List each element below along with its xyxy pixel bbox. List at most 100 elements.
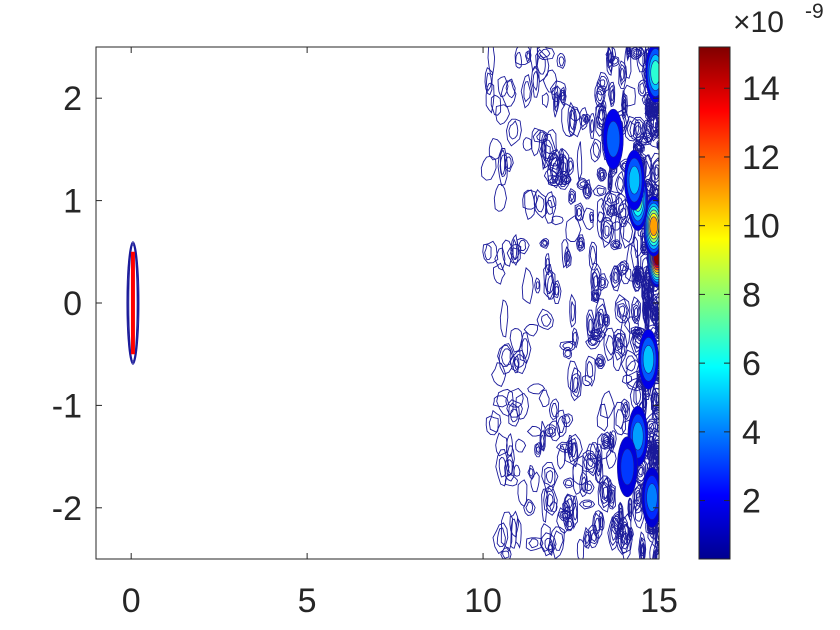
contour-line	[589, 112, 595, 140]
contour-line	[487, 47, 496, 76]
contour-line	[545, 258, 550, 272]
colorbar-tick-label: 2	[742, 483, 761, 521]
contour-line	[564, 515, 575, 532]
contour-line	[570, 301, 575, 322]
contour-line	[594, 459, 604, 485]
contour-line	[480, 155, 497, 181]
colorbar-gradient	[698, 46, 731, 560]
contour-line	[606, 47, 613, 74]
contour-line	[598, 75, 608, 91]
contour-line	[633, 49, 639, 55]
contour-line	[505, 78, 516, 99]
contour-line	[603, 486, 609, 500]
contour-line	[597, 475, 612, 513]
contour-line	[550, 156, 559, 184]
contour-line	[544, 467, 556, 488]
contour-line	[636, 491, 640, 502]
contour-line	[572, 502, 578, 521]
contour-line	[632, 479, 644, 514]
contour-line	[517, 479, 528, 507]
contour-line	[500, 80, 517, 108]
contour-line	[653, 445, 659, 465]
contour-line	[652, 406, 659, 420]
contour-line	[590, 329, 601, 340]
contour-line	[627, 47, 630, 53]
contour-line	[652, 300, 658, 321]
contour-line	[633, 141, 644, 151]
contour-line	[536, 54, 546, 75]
colorbar-tick-label: 6	[742, 345, 761, 383]
contour-line	[567, 101, 578, 137]
contour-line	[571, 495, 579, 530]
contour-line	[572, 462, 583, 495]
contour-line	[577, 207, 582, 218]
contour-line	[612, 56, 619, 65]
source-contour	[126, 241, 140, 365]
contour-line	[484, 67, 494, 96]
contour-line	[561, 413, 574, 428]
contour-line	[617, 198, 632, 228]
contour-line	[510, 518, 517, 549]
contour-line	[500, 546, 512, 559]
contour-line	[652, 183, 659, 199]
contour-line	[657, 527, 659, 541]
contour-line	[544, 537, 554, 551]
contour-line	[586, 453, 596, 471]
contour-line	[573, 376, 579, 393]
contour-line	[497, 75, 509, 98]
x-tick-label: 10	[464, 582, 502, 620]
contour-line	[554, 94, 558, 110]
contour-line	[640, 132, 654, 144]
contour-line	[546, 199, 553, 215]
contour-line	[657, 371, 659, 377]
contour-line	[635, 47, 648, 73]
contour-line	[619, 510, 623, 523]
contour-line	[556, 52, 566, 70]
contour-line	[625, 243, 640, 283]
hotspot-contour	[650, 60, 659, 85]
contour-line	[534, 441, 542, 458]
contour-line	[593, 293, 598, 299]
contour-line	[601, 481, 610, 502]
contour-line	[553, 91, 559, 114]
contour-line	[576, 141, 583, 181]
contour-line	[543, 169, 558, 184]
contour-line	[657, 143, 659, 148]
contour-line	[538, 48, 551, 59]
contour-line	[628, 47, 642, 60]
contour-line	[521, 338, 529, 360]
plot-area	[96, 47, 659, 559]
contour-line	[584, 184, 591, 197]
contour-line	[520, 73, 533, 109]
contour-line	[527, 464, 535, 480]
contour-line	[544, 268, 556, 300]
contour-line	[610, 526, 617, 542]
contour-line	[567, 434, 574, 459]
contour-line	[556, 445, 566, 470]
contour-line	[583, 183, 591, 199]
contour-line	[642, 283, 645, 295]
contour-line	[607, 47, 613, 69]
contour-line	[653, 186, 658, 197]
contour-line	[579, 240, 583, 248]
contour-line	[596, 303, 606, 333]
contour-line	[634, 329, 643, 335]
contour-line	[508, 120, 519, 140]
contour-line	[650, 382, 659, 415]
contour-line	[524, 189, 536, 220]
contour-line	[622, 219, 633, 243]
contour-line	[626, 120, 636, 138]
contour-line	[651, 295, 659, 327]
y-tick-label: -1	[52, 387, 82, 425]
contour-line	[533, 189, 548, 219]
contour-line	[545, 270, 553, 295]
contour-line	[504, 452, 515, 482]
contour-line	[649, 105, 659, 118]
contour-line	[568, 190, 576, 204]
contour-line	[534, 277, 541, 294]
hotspot-contour	[620, 448, 635, 486]
contour-line	[639, 81, 645, 95]
contour-line	[531, 127, 541, 157]
contour-line	[589, 138, 602, 163]
contour-line	[609, 55, 620, 67]
